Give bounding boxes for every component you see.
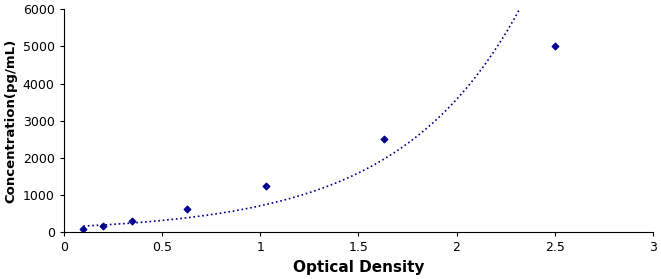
- Y-axis label: Concentration(pg/mL): Concentration(pg/mL): [4, 39, 17, 203]
- X-axis label: Optical Density: Optical Density: [293, 260, 424, 275]
